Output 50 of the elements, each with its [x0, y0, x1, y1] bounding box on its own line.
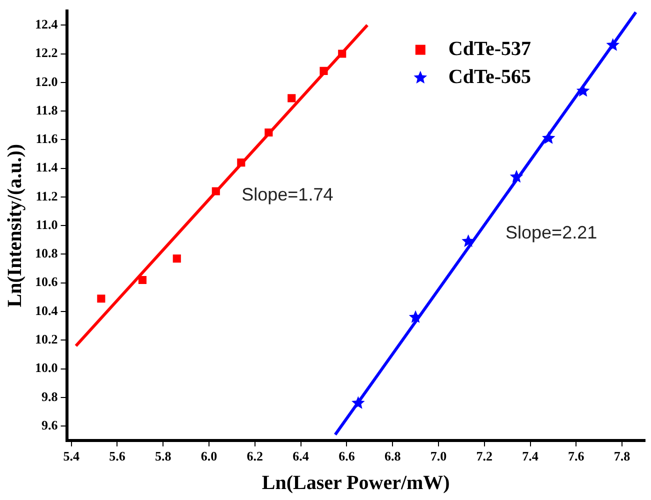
- annotation: Slope=2.21: [506, 222, 598, 242]
- point: [288, 94, 296, 102]
- point: [408, 310, 422, 323]
- y-tick-label: 11.0: [36, 216, 58, 232]
- y-tick-label: 10.2: [35, 332, 58, 347]
- point: [542, 131, 556, 144]
- x-tick-label: 5.4: [63, 448, 80, 464]
- y-tick-label: 12.4: [35, 16, 58, 32]
- point: [97, 294, 106, 303]
- x-tick-label: 5.8: [155, 448, 172, 464]
- x-tick-label: 7.0: [430, 448, 447, 464]
- legend-label: CdTe-565: [448, 66, 531, 88]
- x-tick-label: 6.8: [384, 448, 402, 464]
- point: [138, 276, 147, 284]
- x-axis-title: Ln(Laser Power/mW): [262, 472, 450, 494]
- x-tick-label: 7.4: [522, 448, 539, 464]
- point: [352, 396, 365, 409]
- point: [510, 170, 524, 183]
- point: [576, 84, 590, 97]
- legend-label: CdTe-537: [448, 38, 531, 60]
- y-tick-label: 11.6: [36, 131, 58, 146]
- x-tick-label: 6.0: [200, 448, 218, 464]
- point: [237, 158, 246, 167]
- y-tick-label: 9.8: [42, 388, 58, 404]
- y-tick-label: 11.4: [36, 160, 58, 175]
- point: [606, 38, 620, 51]
- point: [212, 187, 220, 196]
- annotation: Slope=1.74: [242, 184, 334, 204]
- y-axis-title: Ln(Intensity/(a.u.)): [4, 144, 26, 308]
- point: [320, 66, 328, 75]
- x-tick-label: 7.8: [614, 448, 631, 464]
- x-tick-label: 6.6: [338, 448, 356, 464]
- y-tick-label: 10.4: [35, 302, 58, 318]
- y-tick-label: 10.0: [35, 360, 58, 376]
- y-tick-label: 11.8: [36, 102, 58, 118]
- y-tick-label: 9.6: [42, 417, 58, 432]
- point: [338, 50, 346, 58]
- point: [264, 128, 273, 137]
- y-tick-label: 12.2: [35, 45, 58, 60]
- x-tick-label: 7.2: [476, 448, 492, 464]
- point: [462, 234, 475, 248]
- x-tick-label: 7.6: [568, 448, 585, 464]
- x-tick-label: 6.2: [246, 448, 264, 464]
- x-tick-label: 5.6: [109, 448, 126, 464]
- y-tick-label: 11.2: [36, 188, 58, 204]
- y-tick-label: 12.0: [35, 74, 58, 89]
- y-tick-label: 10.6: [35, 274, 58, 290]
- point: [172, 254, 181, 263]
- y-tick-label: 10.8: [35, 246, 58, 261]
- x-tick-label: 6.4: [292, 448, 310, 464]
